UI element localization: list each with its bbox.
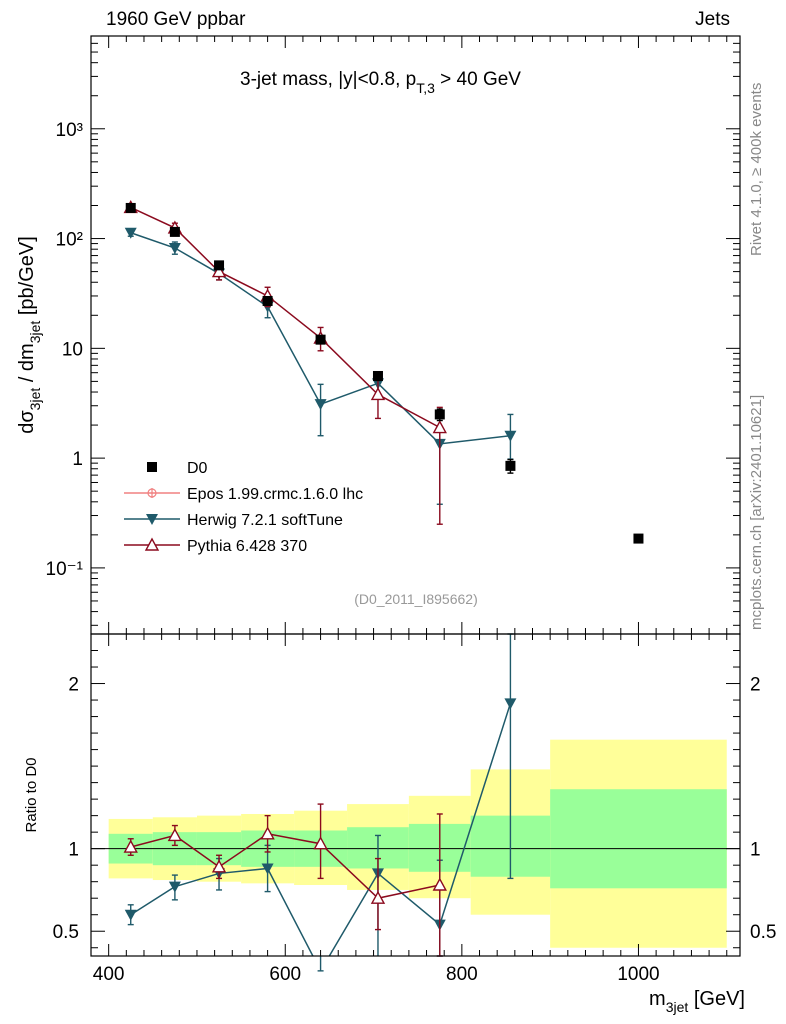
main-point	[434, 409, 445, 420]
legend-item: Herwig 7.2.1 softTune	[124, 512, 343, 529]
y-tick-label-ratio-left: 2	[68, 675, 79, 696]
main-point	[125, 202, 136, 213]
x-tick-label: 400	[93, 964, 125, 985]
main-point	[214, 260, 225, 271]
ratio-point	[504, 698, 517, 710]
main-point	[315, 334, 326, 345]
chart-title-sub: T,3	[416, 80, 435, 96]
header-left: 1960 GeV ppbar	[106, 9, 246, 30]
analysis-id: (D0_2011_I895662)	[354, 591, 478, 607]
y-tick-label-main: 1	[72, 449, 83, 470]
legend-item: D0	[147, 460, 208, 477]
legend-marker	[146, 514, 158, 525]
y-tick-label-main: 10⁻¹	[46, 559, 84, 580]
main-point	[124, 227, 137, 239]
main-point	[168, 243, 181, 255]
ratio-point	[211, 859, 227, 873]
main-point	[505, 460, 516, 471]
y-tick-label-ratio-right: 2	[750, 675, 761, 696]
chart-title-tail: > 40 GeV	[435, 69, 521, 90]
header-right: Jets	[695, 9, 730, 30]
ratio-point	[313, 836, 328, 850]
legend-label: Epos 1.99.crmc.1.6.0 lhc	[187, 486, 363, 503]
main-point	[372, 370, 383, 381]
legend: D0 Epos 1.99.crmc.1.6.0 lhc Herwig 7.2.1 s…	[124, 460, 363, 555]
x-label-sub: 3jet	[666, 999, 689, 1015]
x-tick-label: 600	[269, 964, 301, 985]
ratio-point	[260, 826, 275, 840]
main-point	[169, 226, 180, 237]
legend-item: Pythia 6.428 370	[124, 537, 307, 555]
y-label-part: [pb/GeV]	[16, 236, 38, 321]
main-point	[211, 264, 227, 278]
y-label-part: dσ	[16, 410, 38, 434]
legend-marker	[144, 537, 160, 551]
y-tick-label-ratio-left: 0.5	[53, 922, 79, 943]
main-point	[504, 430, 517, 442]
y-tick-label-ratio-left: 1	[68, 840, 79, 861]
main-line-triangle-down	[130, 232, 511, 445]
chart-title-main: 3-jet mass, |y|<0.8, p	[240, 69, 416, 90]
y-tick-label-main: 10	[62, 339, 83, 360]
x-axis-label: m3jet [GeV]	[649, 988, 745, 1015]
y-tick-label-main: 10³	[56, 120, 83, 141]
ratio-line-triangle-down	[130, 703, 512, 956]
legend-label: D0	[187, 460, 208, 477]
legend-item: Epos 1.99.crmc.1.6.0 lhc	[124, 486, 363, 503]
ratio-point	[261, 863, 274, 875]
y-tick-label-ratio-right: 0.5	[750, 922, 776, 943]
main-point	[633, 533, 644, 544]
main-point	[370, 387, 386, 401]
y-tick-label-ratio-right: 1	[750, 840, 761, 861]
y-label-sub: 3jet	[27, 388, 43, 411]
ratio-band-stat	[550, 789, 727, 889]
x-label-part: [GeV]	[688, 988, 745, 1010]
legend-label: Herwig 7.2.1 softTune	[187, 512, 343, 529]
y-axis-label-ratio: Ratio to D0	[23, 757, 40, 832]
ratio-point	[168, 881, 181, 893]
y-label-sub: 3jet	[27, 321, 43, 344]
ratio-point	[432, 877, 447, 891]
y-axis-label-main: dσ3jet / dm3jet [pb/GeV]	[16, 236, 43, 434]
x-label-part: m	[649, 988, 666, 1010]
main-point	[262, 295, 273, 306]
y-tick-label-main: 10²	[56, 230, 83, 251]
legend-marker	[147, 462, 157, 472]
ratio-frame	[90, 633, 741, 957]
x-tick-label: 1000	[617, 964, 659, 985]
ratio-point	[124, 909, 137, 921]
main-point	[314, 399, 327, 411]
ratio-point	[167, 827, 183, 842]
ratio-point	[123, 839, 138, 853]
chart-title: 3-jet mass, |y|<0.8, pT,3 > 40 GeV	[240, 69, 521, 96]
legend-marker	[147, 488, 157, 498]
main-line-triangle-up	[130, 206, 441, 429]
x-tick-label: 800	[446, 964, 478, 985]
ratio-point	[370, 890, 386, 904]
legend-label: Pythia 6.428 370	[187, 538, 307, 555]
y-label-part: / dm	[16, 343, 38, 387]
main-point	[432, 420, 447, 434]
